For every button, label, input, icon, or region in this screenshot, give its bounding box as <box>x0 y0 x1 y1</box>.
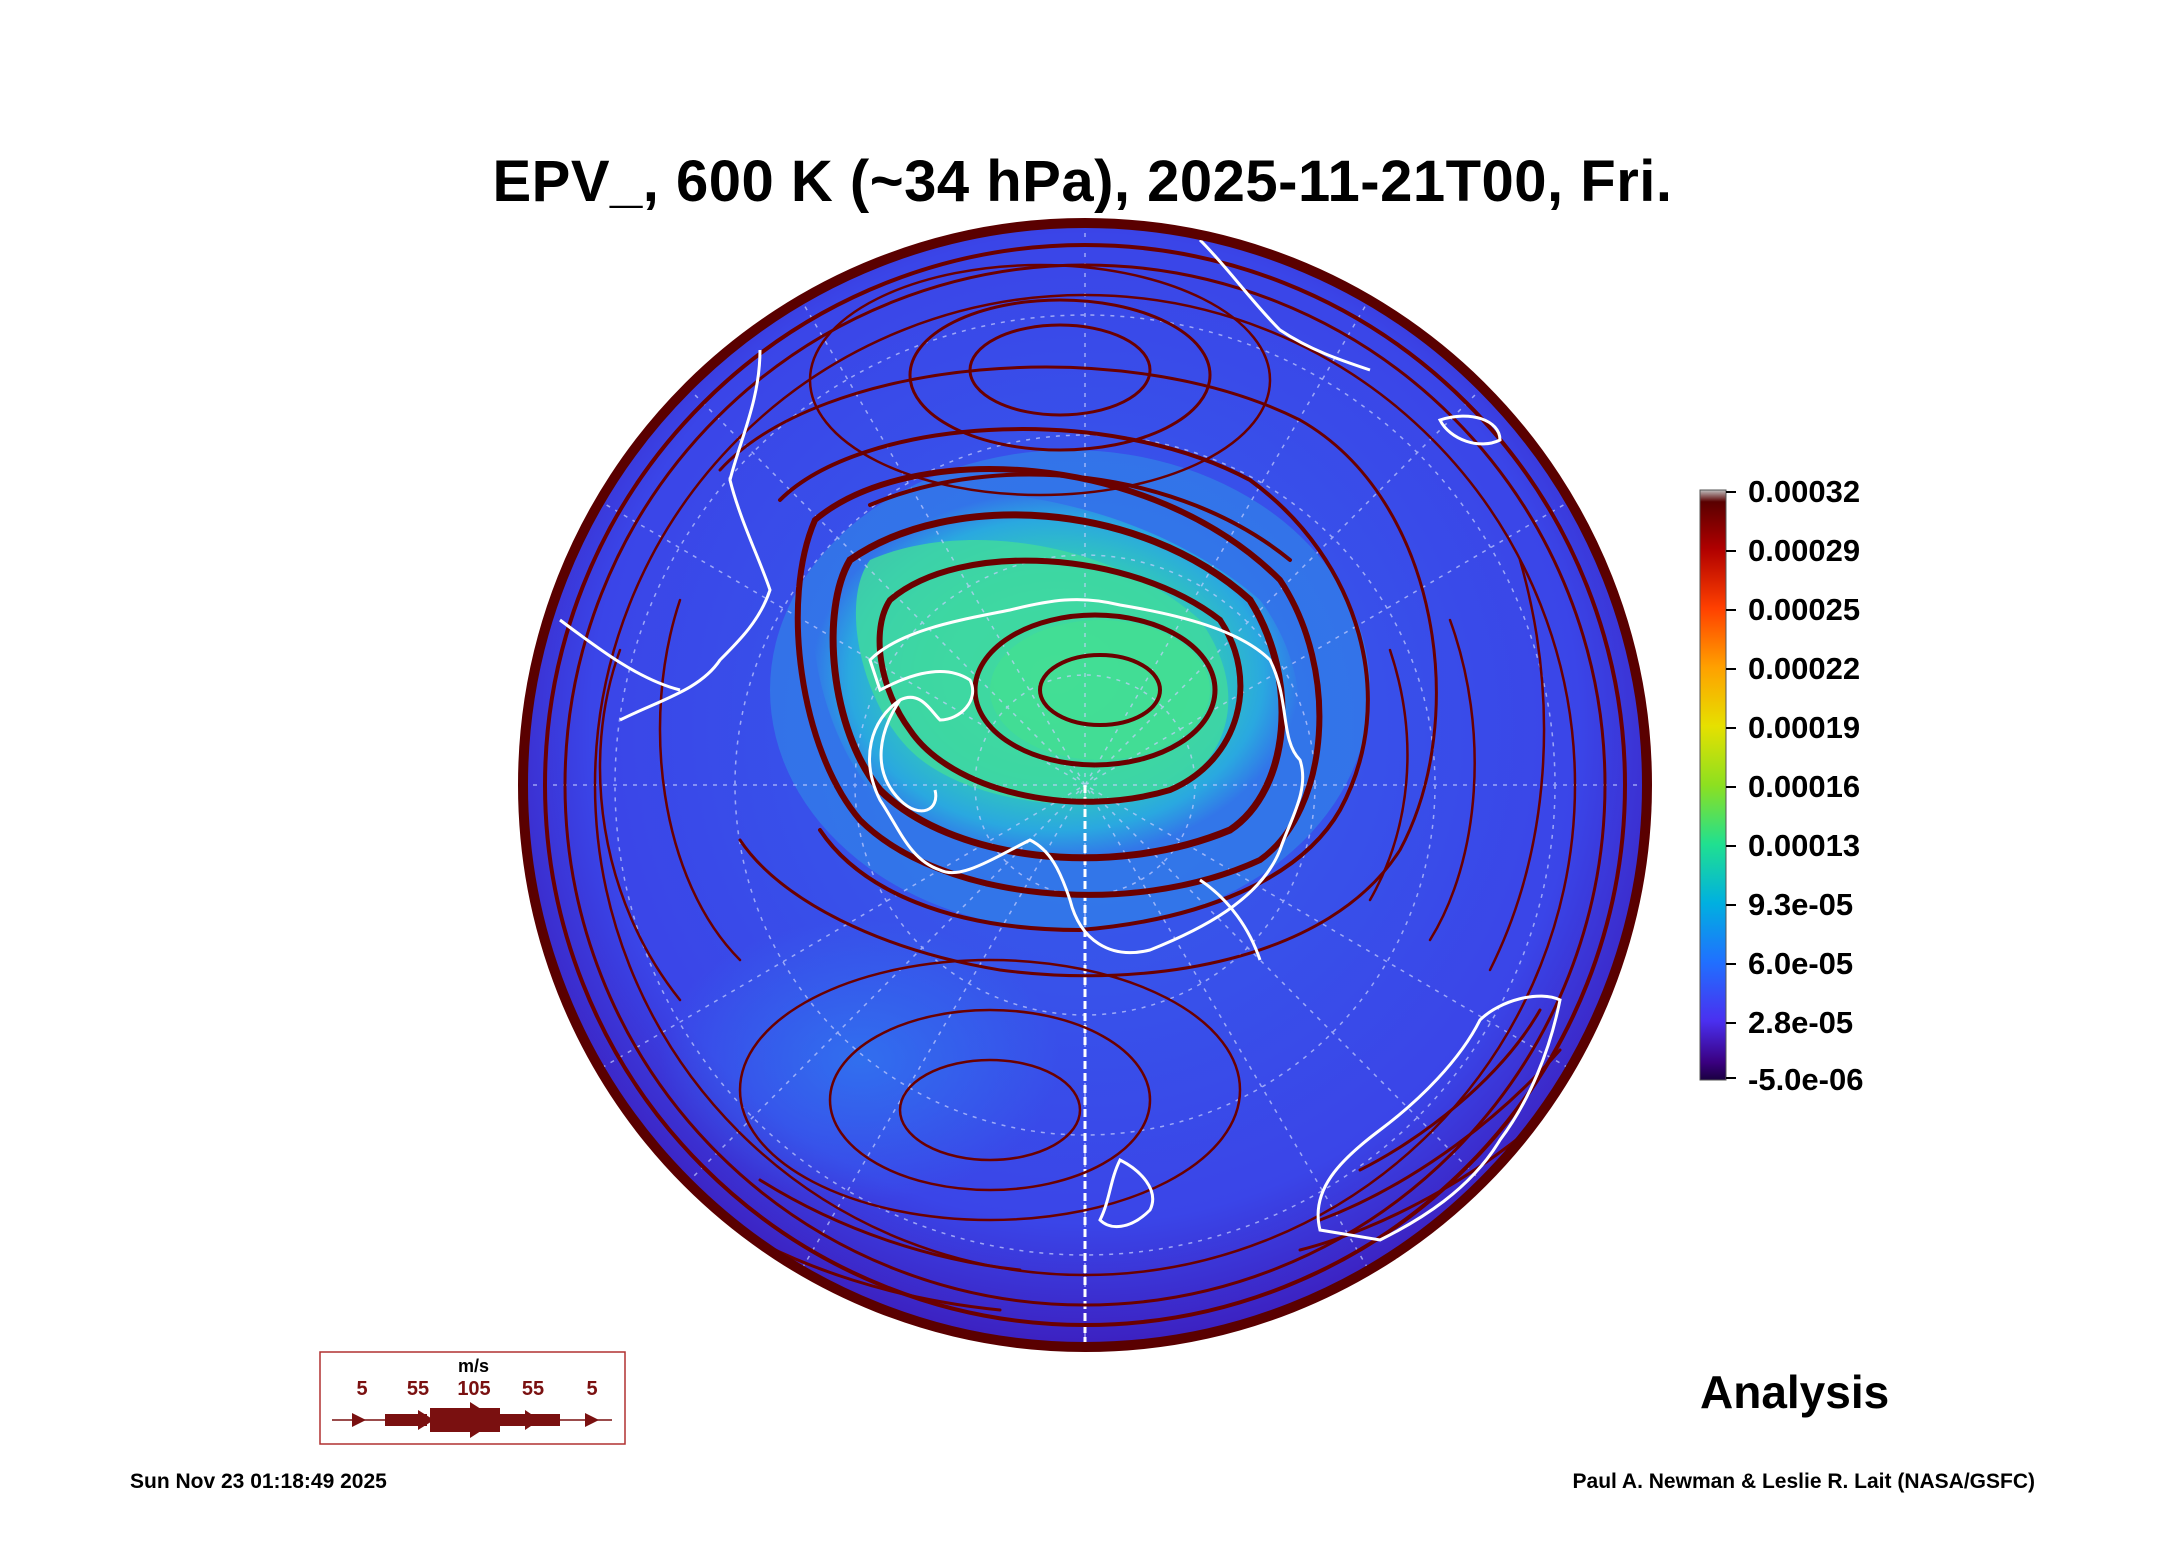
streamlines <box>543 243 1627 1327</box>
wind-legend-arrows <box>332 1402 612 1438</box>
colorbar-label: 0.00029 <box>1748 533 1861 568</box>
wind-legend-tick: 5 <box>586 1378 598 1400</box>
colorbar-label: 0.00016 <box>1748 769 1861 804</box>
wind-legend-tick: 5 <box>356 1378 368 1400</box>
coastlines <box>559 238 1562 1242</box>
colorbar <box>1699 489 1727 1081</box>
wind-legend-tick: 55 <box>406 1378 430 1400</box>
wind-legend-tick: 55 <box>521 1378 545 1400</box>
colorbar-label: 0.00022 <box>1748 651 1861 686</box>
colorbar-label: 0.00025 <box>1748 592 1861 627</box>
colorbar-ticks <box>1726 491 1736 1079</box>
colorbar-label: 0.00013 <box>1748 828 1861 863</box>
colorbar-label: 6.0e-05 <box>1748 946 1854 981</box>
colorbar-label: 9.3e-05 <box>1748 887 1854 922</box>
timestamp: Sun Nov 23 01:18:49 2025 <box>130 1470 387 1493</box>
analysis-label: Analysis <box>1700 1366 1890 1418</box>
colorbar-label: 2.8e-05 <box>1748 1005 1854 1040</box>
wind-legend-unit: m/s <box>458 1356 490 1376</box>
credit: Paul A. Newman & Leslie R. Lait (NASA/GS… <box>1572 1470 2035 1493</box>
colorbar-label: 0.00019 <box>1748 710 1861 745</box>
wind-legend-tick: 105 <box>457 1378 491 1400</box>
map-title: EPV_, 600 K (~34 hPa), 2025-11-21T00, Fr… <box>492 149 1673 214</box>
globe-rim <box>518 218 1652 1352</box>
colorbar-label: 0.00032 <box>1748 474 1861 509</box>
colorbar-label: -5.0e-06 <box>1748 1062 1864 1097</box>
